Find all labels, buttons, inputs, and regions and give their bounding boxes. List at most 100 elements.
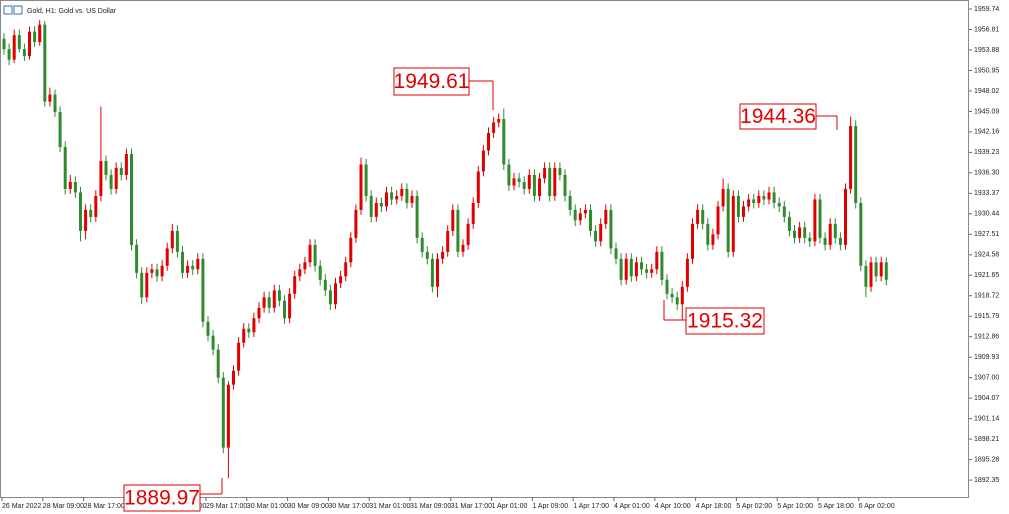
- candle-body: [604, 209, 608, 224]
- candle-body: [624, 258, 628, 280]
- x-tick-label: 28 Mar 09:00: [43, 503, 84, 510]
- candle-body: [124, 153, 128, 175]
- candle-body: [400, 188, 404, 196]
- candle-body: [334, 283, 337, 305]
- candle-body: [272, 290, 276, 308]
- candle-body: [68, 181, 72, 189]
- candle-body: [558, 167, 562, 175]
- candle-body: [79, 192, 82, 231]
- candle-body: [420, 237, 424, 252]
- x-tick-label: 30 Mar 01:00: [247, 503, 288, 510]
- candle-body: [711, 234, 715, 245]
- candle-body: [221, 377, 225, 448]
- candle-body: [17, 35, 21, 50]
- candle-body: [594, 230, 598, 242]
- x-tick-label: 1 Apr 01:00: [492, 503, 528, 510]
- candle-body: [344, 262, 348, 277]
- candle-body: [675, 297, 679, 305]
- candle-body: [22, 49, 26, 57]
- candle-body: [293, 276, 297, 294]
- x-tick-label: 31 Mar 09:00: [410, 503, 451, 510]
- candle-body: [828, 223, 832, 245]
- candle-body: [716, 206, 720, 235]
- candle-body: [650, 269, 654, 273]
- candle-body: [543, 167, 547, 179]
- candle-body: [736, 195, 740, 217]
- candle-body: [583, 209, 587, 214]
- candle-body: [33, 31, 37, 43]
- y-tick-label: 1950.95: [974, 67, 999, 74]
- window-icon: [13, 5, 23, 15]
- window-icon: [3, 5, 13, 15]
- candle-body: [538, 178, 541, 196]
- candle-body: [634, 262, 638, 277]
- candle-body: [181, 251, 184, 273]
- candle-body: [211, 335, 215, 350]
- candle-body: [48, 94, 52, 102]
- candle-body: [706, 223, 710, 245]
- y-tick-label: 1909.93: [974, 354, 999, 361]
- candle-body: [813, 199, 817, 242]
- candle-body: [548, 167, 552, 196]
- candle-body: [436, 258, 439, 287]
- candle-body: [874, 262, 878, 277]
- candle-body: [257, 307, 261, 319]
- candle-body: [461, 244, 465, 252]
- candle-body: [619, 258, 623, 280]
- candle-body: [762, 195, 766, 200]
- candle-body: [374, 202, 378, 217]
- candle-body: [767, 192, 771, 200]
- candle-body: [89, 209, 93, 217]
- candle-body: [119, 167, 123, 175]
- candle-body: [844, 188, 847, 245]
- candle-body: [73, 181, 77, 193]
- candle-body: [441, 251, 445, 259]
- candle-body: [94, 195, 98, 217]
- candle-body: [58, 112, 62, 148]
- annotation-label: 1889.97: [124, 487, 200, 510]
- candle-body: [747, 199, 751, 207]
- candle-body: [170, 230, 174, 249]
- x-tick-label: 30 Mar 17:00: [328, 503, 369, 510]
- candle-body: [364, 164, 368, 196]
- candle-body: [395, 195, 399, 200]
- annotation-label: 1949.61: [394, 70, 470, 93]
- candle-body: [818, 199, 822, 238]
- candle-body: [731, 195, 735, 252]
- candle-body: [288, 293, 292, 319]
- candle-body: [390, 192, 394, 200]
- candle-body: [833, 223, 837, 238]
- y-tick-label: 1912.86: [974, 334, 999, 341]
- candle-body: [670, 293, 674, 298]
- candle-body: [135, 244, 139, 273]
- candle-body: [849, 126, 853, 189]
- candle-body: [308, 244, 312, 263]
- x-tick-label: 31 Mar 17:00: [451, 503, 492, 510]
- candle-body: [512, 178, 516, 186]
- candle-body: [354, 209, 358, 238]
- candle-body: [854, 126, 858, 203]
- candle-body: [446, 230, 450, 252]
- candle-body: [665, 279, 669, 294]
- candle-body: [191, 265, 195, 270]
- candle-body: [216, 349, 220, 378]
- chart-title: Gold, H1: Gold vs. US Dollar: [27, 8, 117, 15]
- x-tick-label: 4 Apr 18:00: [696, 503, 732, 510]
- annotation-box: [685, 307, 765, 335]
- candle-body: [175, 230, 179, 252]
- candle-body: [527, 174, 531, 189]
- y-tick-label: 1895.28: [974, 456, 999, 463]
- candle-body: [466, 223, 470, 245]
- candle-body: [614, 248, 618, 259]
- candle-body: [859, 202, 863, 266]
- candle-body: [252, 318, 256, 333]
- candle-body: [267, 297, 271, 308]
- candle-body: [425, 251, 429, 259]
- candle-body: [155, 269, 159, 277]
- y-tick-label: 1921.65: [974, 272, 999, 279]
- candle-body: [471, 202, 475, 224]
- candle-body: [38, 24, 42, 43]
- x-tick-label: 5 Apr 10:00: [777, 503, 813, 510]
